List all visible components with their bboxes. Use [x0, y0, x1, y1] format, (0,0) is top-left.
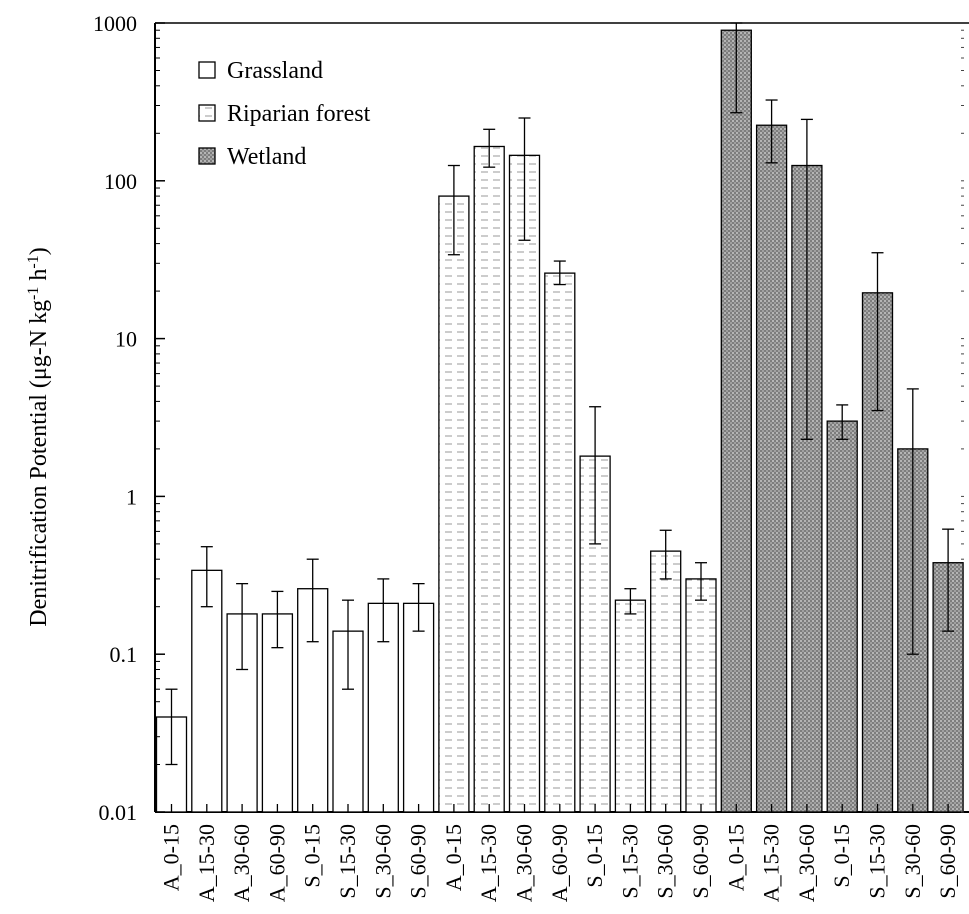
x-tick-label: S_60-90: [935, 824, 960, 899]
x-tick-label: S_15-30: [335, 824, 360, 899]
legend-swatch: [198, 61, 216, 79]
x-tick-label: S_30-60: [653, 824, 678, 899]
x-tick-label: A_15-30: [194, 824, 219, 902]
x-tick-label: S_60-90: [688, 824, 713, 899]
legend: Grassland Riparian forest Wetland: [198, 58, 371, 170]
y-tick-label: 1000: [93, 11, 137, 36]
x-tick-label: A_15-30: [476, 824, 501, 902]
bar: [473, 145, 505, 813]
x-tick-label: S_30-60: [370, 824, 395, 899]
legend-label: Wetland: [227, 144, 306, 170]
x-tick-label: A_0-15: [723, 824, 748, 891]
bar: [685, 578, 717, 813]
x-tick-label: S_0-15: [829, 824, 854, 888]
x-tick-label: S_15-30: [865, 824, 890, 899]
bar: [614, 599, 647, 813]
bar: [755, 124, 788, 813]
legend-swatch: [198, 104, 216, 122]
bar: [720, 29, 752, 813]
bars: [155, 29, 964, 813]
y-axis-label: Denitrification Potential (μg-N kg-1 h-1…: [25, 247, 53, 626]
x-tick-label: S_60-90: [406, 824, 431, 899]
x-tick-label: A_30-60: [512, 824, 537, 902]
y-tick-label: 100: [104, 169, 137, 194]
bar: [544, 272, 576, 813]
x-tick-label: S_0-15: [300, 824, 325, 888]
x-tick-label: A_60-90: [547, 824, 572, 902]
x-tick-label: S_15-30: [617, 824, 642, 899]
y-tick-label: 0.1: [110, 642, 138, 667]
y-tick-label: 0.01: [99, 800, 138, 825]
legend-swatch: [198, 147, 216, 165]
bar: [402, 602, 435, 813]
bar: [508, 154, 541, 813]
x-tick-label: A_60-90: [264, 824, 289, 902]
bar: [826, 420, 858, 813]
x-tick-label: S_0-15: [582, 824, 607, 888]
bar: [438, 195, 470, 813]
x-tick-label: S_30-60: [900, 824, 925, 899]
legend-label: Grassland: [227, 58, 323, 84]
x-tick-label: A_0-15: [441, 824, 466, 891]
x-tick-label: A_15-30: [759, 824, 784, 902]
legend-label: Riparian forest: [227, 101, 371, 127]
bar: [650, 550, 682, 813]
x-tick-label: A_30-60: [229, 824, 254, 902]
y-axis: 0.01 0.1 1 10 100 1000: [93, 11, 964, 825]
x-tick-label: A_0-15: [159, 824, 184, 891]
y-tick-label: 1: [126, 484, 137, 509]
x-axis: A_0-15 A_15-30 A_30-60 A_60-90 S_0-15 S_15-30…: [159, 804, 960, 902]
y-tick-label: 10: [115, 327, 137, 352]
error-bars: [165, 22, 955, 766]
x-tick-label: A_30-60: [794, 824, 819, 902]
